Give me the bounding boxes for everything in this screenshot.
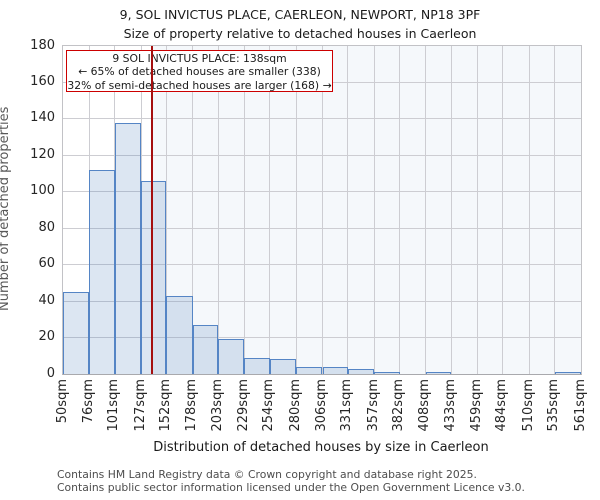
x-tick-label: 50sqm (54, 379, 70, 424)
y-axis-label: Number of detached properties (0, 106, 12, 312)
gridline-vertical (217, 46, 219, 374)
x-tick-label: 433sqm (442, 379, 458, 432)
y-tick-label: 120 (30, 146, 55, 162)
x-tick-label: 408sqm (417, 379, 433, 432)
gridline-vertical (425, 46, 427, 374)
y-tick-label: 80 (38, 219, 55, 235)
histogram-bar (192, 324, 219, 374)
histogram-bar (244, 357, 270, 374)
histogram-bar (296, 366, 323, 374)
annotation-line-3: 32% of semi-detached houses are larger (… (67, 78, 332, 92)
y-tick-label: 60 (38, 256, 55, 272)
footer-line-2: Contains public sector information licen… (57, 481, 525, 494)
gridline-vertical (554, 46, 556, 374)
x-tick-label: 76sqm (80, 379, 96, 424)
gridline-vertical (373, 46, 375, 374)
histogram-bar (425, 372, 452, 374)
x-tick-label: 510sqm (520, 379, 536, 432)
x-tick-label: 254sqm (261, 379, 277, 432)
gridline-vertical (528, 46, 530, 374)
x-tick-label: 127sqm (132, 379, 148, 432)
gridline-vertical (477, 46, 479, 374)
x-tick-label: 152sqm (157, 379, 173, 432)
y-tick-label: 0 (46, 365, 55, 381)
x-tick-label: 203sqm (209, 379, 225, 432)
y-tick-label: 40 (38, 292, 55, 308)
y-tick-label: 140 (30, 110, 55, 126)
x-tick-label: 306sqm (314, 379, 329, 432)
histogram-bar (347, 368, 375, 374)
gridline-vertical (502, 46, 504, 374)
gridline-vertical (399, 46, 401, 374)
x-tick-label: 101sqm (106, 379, 122, 432)
x-tick-label: 229sqm (235, 379, 251, 432)
property-size-marker-line (151, 46, 154, 374)
x-tick-label: 535sqm (546, 379, 562, 432)
gridline-vertical (269, 46, 271, 374)
gridline-vertical (243, 46, 245, 374)
x-tick-label: 178sqm (184, 379, 200, 432)
plot-area: 9 SOL INVICTUS PLACE: 138sqm ← 65% of de… (62, 45, 582, 375)
histogram-bar (141, 180, 167, 374)
annotation-line-1: 9 SOL INVICTUS PLACE: 138sqm (112, 52, 287, 65)
gridline-vertical (295, 46, 297, 374)
histogram-bar (374, 372, 400, 374)
footer-line-1: Contains HM Land Registry data © Crown c… (57, 468, 477, 481)
shaded-region (152, 46, 581, 374)
gridline-vertical (322, 46, 323, 374)
gridline-vertical (450, 46, 452, 374)
page-subtitle: Size of property relative to detached ho… (123, 26, 477, 41)
annotation-line-2: ← 65% of detached houses are smaller (33… (78, 65, 321, 79)
gridline-vertical (347, 46, 349, 374)
x-tick-label: 459sqm (469, 379, 485, 432)
histogram-bar (166, 295, 193, 374)
y-tick-label: 160 (30, 73, 55, 89)
histogram-bar (322, 366, 348, 374)
annotation-box: 9 SOL INVICTUS PLACE: 138sqm ← 65% of de… (66, 50, 333, 92)
histogram-bar (269, 359, 297, 374)
histogram-bar (114, 122, 142, 374)
x-tick-label: 382sqm (391, 379, 407, 432)
histogram-bar (63, 292, 90, 374)
y-tick-label: 20 (38, 329, 55, 345)
x-tick-label: 561sqm (572, 379, 588, 432)
y-tick-label: 180 (30, 37, 55, 53)
x-tick-label: 357sqm (365, 379, 381, 432)
x-tick-label: 280sqm (287, 379, 303, 432)
gridline-vertical (165, 46, 167, 374)
gridline-vertical (192, 46, 194, 374)
x-tick-label: 331sqm (339, 379, 355, 432)
histogram-bar (89, 169, 115, 374)
histogram-bar (554, 372, 581, 374)
x-axis-label: Distribution of detached houses by size … (153, 440, 489, 455)
x-tick-label: 484sqm (494, 379, 510, 432)
histogram-bar (218, 339, 245, 374)
page-title: 9, SOL INVICTUS PLACE, CAERLEON, NEWPORT… (119, 7, 481, 22)
y-tick-label: 100 (30, 183, 55, 199)
